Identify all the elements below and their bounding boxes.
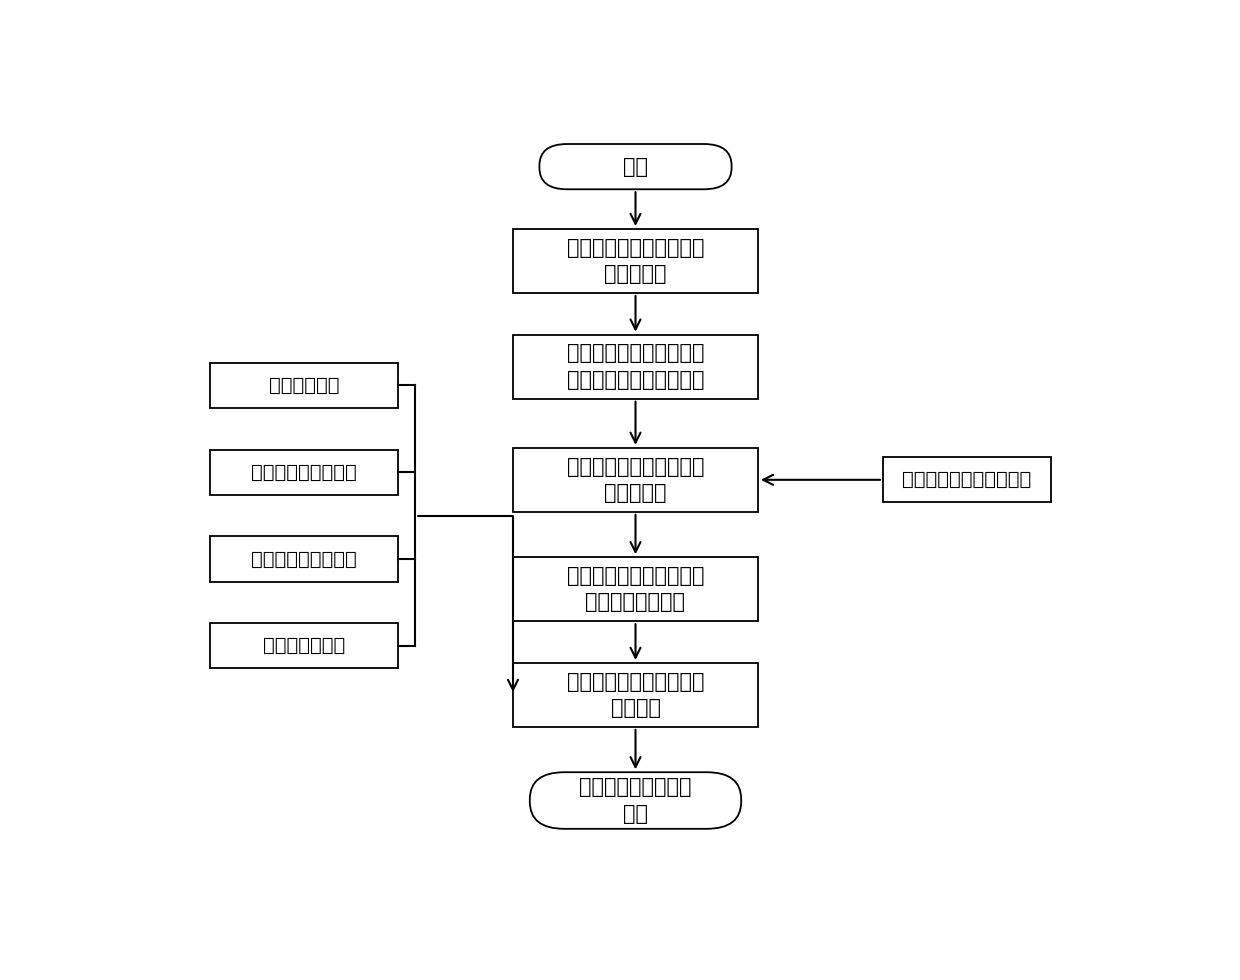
FancyBboxPatch shape bbox=[513, 662, 758, 727]
Text: 利用历史运营数据进行概
率分布拟合: 利用历史运营数据进行概 率分布拟合 bbox=[567, 238, 704, 284]
Text: 充电站服务容量约束: 充电站服务容量约束 bbox=[250, 463, 357, 482]
FancyBboxPatch shape bbox=[211, 450, 398, 495]
Text: 各节点最大功率约束: 各节点最大功率约束 bbox=[250, 550, 357, 568]
FancyBboxPatch shape bbox=[513, 334, 758, 399]
FancyBboxPatch shape bbox=[529, 772, 742, 829]
Text: 构成电动汽车选择充电站
的综合成本: 构成电动汽车选择充电站 的综合成本 bbox=[567, 457, 704, 503]
Text: 服务费定价约束: 服务费定价约束 bbox=[263, 636, 345, 656]
FancyBboxPatch shape bbox=[883, 457, 1052, 503]
FancyBboxPatch shape bbox=[211, 536, 398, 582]
Text: 功率平衡约束: 功率平衡约束 bbox=[269, 376, 340, 395]
FancyBboxPatch shape bbox=[539, 144, 732, 189]
Text: 生成负荷改分布的电动汽
车充电需求量、充电功率: 生成负荷改分布的电动汽 车充电需求量、充电功率 bbox=[567, 343, 704, 390]
FancyBboxPatch shape bbox=[513, 448, 758, 512]
FancyBboxPatch shape bbox=[513, 558, 758, 621]
Text: 开始: 开始 bbox=[622, 157, 649, 176]
FancyBboxPatch shape bbox=[513, 229, 758, 293]
Text: 输出各充电站服务费
定价: 输出各充电站服务费 定价 bbox=[579, 777, 692, 824]
FancyBboxPatch shape bbox=[211, 623, 398, 668]
Text: 各个充电站对应配电网节
点的电动汽车负载: 各个充电站对应配电网节 点的电动汽车负载 bbox=[567, 566, 704, 612]
FancyBboxPatch shape bbox=[211, 363, 398, 408]
Text: 设定各站服务费定价策略: 设定各站服务费定价策略 bbox=[903, 470, 1032, 489]
Text: 建立最小化电能质量影响
优化模型: 建立最小化电能质量影响 优化模型 bbox=[567, 671, 704, 718]
